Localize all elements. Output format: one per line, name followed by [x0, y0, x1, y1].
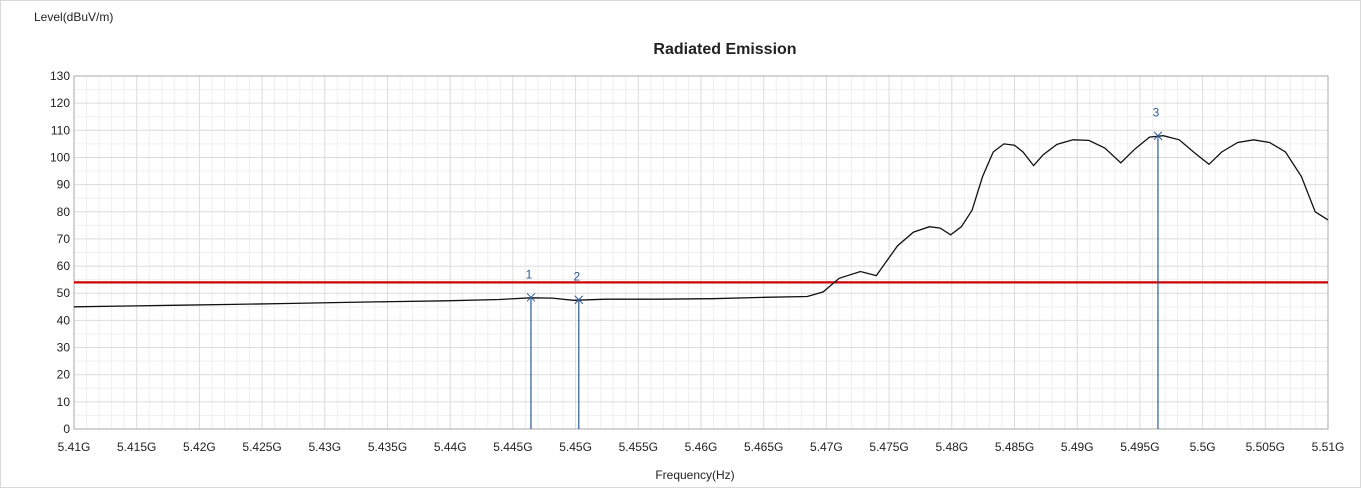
marker-label: 2	[573, 270, 580, 284]
y-tick-label: 10	[57, 395, 71, 409]
emission-trace	[73, 135, 1329, 308]
y-tick-label: 40	[57, 313, 71, 327]
x-tick-label: 5.47G	[810, 440, 843, 454]
marker-2: 2	[573, 270, 584, 429]
x-tick-label: 5.5G	[1190, 440, 1216, 454]
x-tick-label: 5.42G	[183, 440, 216, 454]
y-tick-label: 60	[57, 259, 71, 273]
x-tick-label: 5.45G	[559, 440, 592, 454]
chart-title: Radiated Emission	[653, 41, 796, 58]
y-tick-label: 80	[57, 205, 71, 219]
y-tick-label: 110	[51, 123, 70, 137]
x-tick-label: 5.505G	[1246, 440, 1285, 454]
marker-label: 3	[1153, 106, 1160, 120]
y-tick-label: 30	[57, 341, 71, 355]
marker-1: 1	[526, 267, 536, 429]
y-tick-label: 130	[50, 69, 70, 83]
x-tick-label: 5.415G	[117, 440, 156, 454]
x-tick-label: 5.485G	[995, 440, 1034, 454]
x-tick-label: 5.425G	[242, 440, 281, 454]
x-tick-label: 5.475G	[869, 440, 908, 454]
plot-border	[73, 75, 1329, 430]
major-grid	[73, 75, 1329, 430]
y-tick-label: 0	[63, 422, 70, 436]
x-tick-label: 5.51G	[1312, 440, 1345, 454]
x-tick-label: 5.435G	[368, 440, 407, 454]
x-tick-label: 5.455G	[619, 440, 658, 454]
marker-cross	[574, 295, 584, 305]
y-axis-label: Level(dBuV/m)	[34, 10, 113, 24]
y-tick-label: 20	[57, 368, 71, 382]
x-tick-label: 5.43G	[308, 440, 341, 454]
x-tick-label: 5.445G	[493, 440, 532, 454]
x-tick-label: 5.465G	[744, 440, 783, 454]
peak-markers: 1 2 3	[526, 106, 1163, 429]
y-tick-label: 50	[57, 286, 71, 300]
x-tick-label: 5.46G	[685, 440, 718, 454]
y-tick-labels: 0 10 20 30 40 50 60 70 80 90 100 110 120 130	[50, 69, 70, 436]
y-tick-label: 90	[57, 178, 71, 192]
y-tick-label: 120	[50, 96, 70, 110]
x-tick-label: 5.49G	[1061, 440, 1094, 454]
x-tick-label: 5.495G	[1120, 440, 1159, 454]
marker-3: 3	[1153, 106, 1163, 429]
x-tick-labels: 5.41G 5.415G 5.42G 5.425G 5.43G 5.435G 5.44G 5.…	[58, 440, 1345, 454]
x-tick-label: 5.48G	[935, 440, 968, 454]
y-tick-label: 70	[57, 232, 71, 246]
marker-cross	[1153, 131, 1163, 141]
x-tick-label: 5.41G	[58, 440, 91, 454]
marker-cross	[526, 292, 536, 302]
marker-label: 1	[526, 267, 533, 281]
y-tick-label: 100	[50, 150, 70, 164]
x-axis-label: Frequency(Hz)	[655, 468, 734, 482]
x-tick-label: 5.44G	[434, 440, 467, 454]
